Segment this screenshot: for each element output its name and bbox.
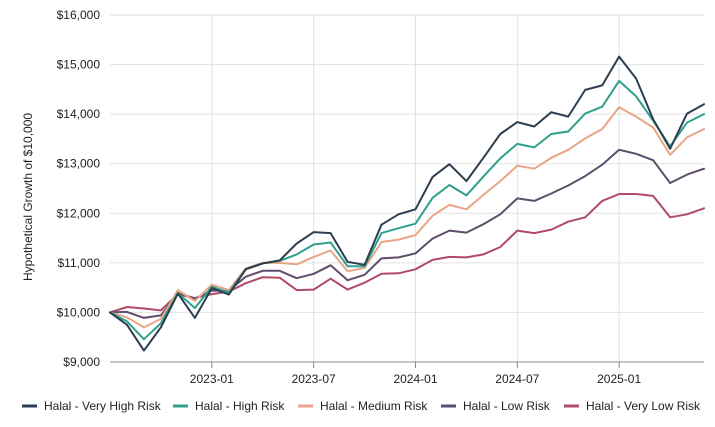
x-tick-label: 2023-07: [292, 372, 336, 386]
series-line: [109, 55, 705, 352]
legend-item: Halal - Very High Risk: [22, 399, 162, 413]
y-tick-label: $16,000: [57, 8, 101, 22]
x-tick-label: 2024-07: [495, 372, 539, 386]
legend-item: Halal - High Risk: [173, 399, 285, 413]
legend: Halal - Very High Risk Halal - High Risk H…: [22, 399, 701, 413]
grid: [110, 14, 704, 363]
axes: $9,000 $10,000 $11,000 $12,000 $13,000 $14,00…: [57, 8, 704, 386]
y-tick-label: $14,000: [57, 107, 101, 121]
legend-label: Halal - Very Low Risk: [586, 399, 701, 413]
y-tick-label: $15,000: [57, 58, 101, 72]
x-tick-label: 2025-01: [597, 372, 641, 386]
y-tick-label: $12,000: [57, 206, 101, 220]
legend-item: Halal - Medium Risk: [298, 399, 428, 413]
series-line: [109, 148, 705, 319]
series-line: [109, 106, 705, 329]
y-tick-label: $11,000: [58, 256, 101, 270]
y-tick-label: $13,000: [57, 157, 101, 171]
legend-label: Halal - Low Risk: [463, 399, 551, 413]
legend-label: Halal - Very High Risk: [44, 399, 162, 413]
legend-item: Halal - Low Risk: [441, 399, 551, 413]
legend-item: Halal - Very Low Risk: [564, 399, 701, 413]
legend-label: Halal - High Risk: [195, 399, 285, 413]
y-tick-label: $10,000: [57, 305, 101, 319]
series-lines: [109, 55, 705, 352]
y-tick-label: $9,000: [63, 355, 100, 369]
x-tick-label: 2023-01: [190, 372, 234, 386]
series-line: [109, 79, 705, 341]
x-tick-label: 2024-01: [393, 372, 437, 386]
y-axis-title: Hypothetical Growth of $10,000: [21, 113, 35, 281]
legend-label: Halal - Medium Risk: [320, 399, 428, 413]
